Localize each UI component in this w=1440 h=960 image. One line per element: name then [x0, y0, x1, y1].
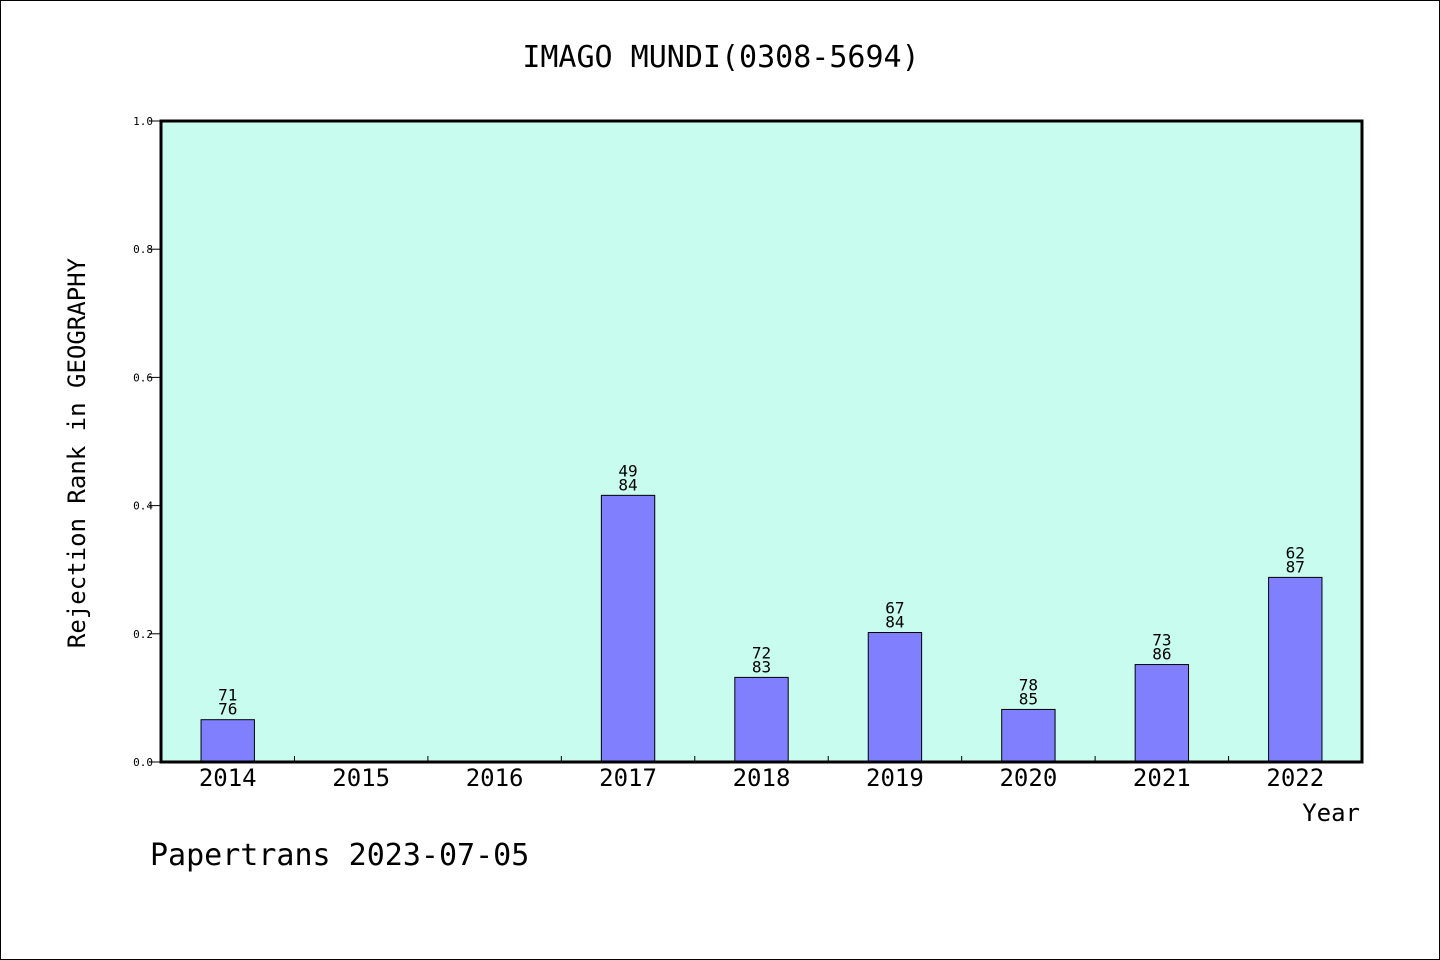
bar-2021: [1134, 664, 1190, 763]
bar-label-bottom-2014: 76: [218, 700, 237, 719]
bar-2017: [600, 494, 656, 763]
x-tick-label-2021: 2021: [1133, 764, 1191, 792]
bar-2018: [734, 676, 789, 763]
x-axis-label: Year: [1302, 799, 1360, 827]
bar-label-bottom-2017: 84: [618, 475, 637, 494]
y-tick-label-0.4: 0.4: [133, 500, 153, 513]
bar-label-top-2019: 67: [885, 599, 904, 618]
x-tick-label-2014: 2014: [199, 764, 257, 792]
chart-title: IMAGO MUNDI(0308-5694): [522, 40, 919, 75]
footer-credit: Papertrans 2023-07-05: [150, 838, 529, 873]
x-tick-label-2020: 2020: [999, 764, 1057, 792]
bar-label-bottom-2022: 87: [1286, 557, 1305, 576]
bar-label-top-2022: 62: [1286, 543, 1305, 562]
bar-2022: [1268, 576, 1323, 763]
y-tick-label-0.0: 0.0: [133, 756, 153, 769]
y-axis-label: Rejection Rank in GEOGRAPHY: [63, 257, 91, 648]
x-tick-label-2016: 2016: [466, 764, 524, 792]
plot-area: [161, 121, 1362, 762]
y-tick-label-0.8: 0.8: [133, 243, 153, 256]
bar-2014: [200, 719, 255, 763]
bar-label-top-2017: 49: [618, 461, 637, 480]
bar-2020: [1001, 708, 1056, 763]
x-tick-label-2017: 2017: [599, 764, 657, 792]
x-tick-label-2022: 2022: [1266, 764, 1324, 792]
y-tick-label-0.6: 0.6: [133, 371, 153, 384]
bar-label-bottom-2020: 85: [1019, 689, 1038, 708]
bar-label-bottom-2021: 86: [1152, 645, 1171, 664]
bar-label-bottom-2018: 83: [752, 657, 771, 676]
y-tick-label-1.0: 1.0: [133, 115, 153, 128]
bar-label-top-2014: 71: [218, 686, 237, 705]
x-tick-label-2019: 2019: [866, 764, 924, 792]
bar-label-top-2018: 72: [752, 643, 771, 662]
y-tick-label-0.2: 0.2: [133, 628, 153, 641]
bar-2019: [867, 632, 923, 763]
bar-label-bottom-2019: 84: [885, 613, 904, 632]
x-tick-label-2018: 2018: [733, 764, 791, 792]
bar-label-top-2021: 73: [1152, 631, 1171, 650]
bar-label-top-2020: 78: [1019, 675, 1038, 694]
x-tick-label-2015: 2015: [332, 764, 390, 792]
plot-frame: [159, 119, 1364, 764]
